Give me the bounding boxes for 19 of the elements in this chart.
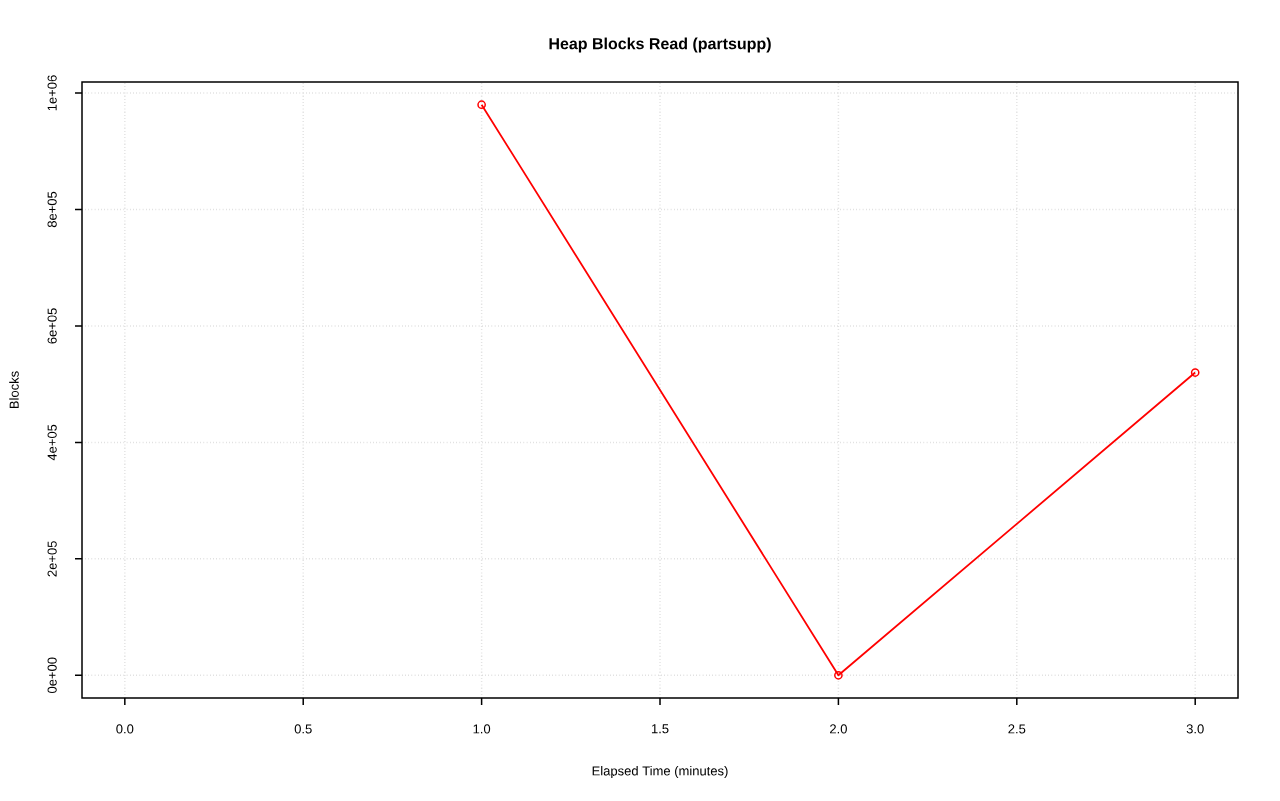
y-tick-label: 0e+00 — [47, 657, 57, 694]
point — [834, 670, 843, 680]
chart-title: Heap Blocks Read (partsupp) — [549, 37, 771, 53]
x-tick-label: 3.0 — [1186, 724, 1204, 734]
y-tick-label: 1e+06 — [47, 75, 57, 111]
y-tick-label: 4e+05 — [47, 424, 57, 461]
x-tick-label: 2.0 — [830, 724, 847, 734]
x-tick-label: 0.5 — [294, 724, 312, 734]
x-tick-label: 1.5 — [651, 724, 669, 734]
x-tick-label: 0.0 — [116, 724, 134, 734]
y-axis-title: Blocks — [9, 371, 19, 409]
y-tick-label: 8e+05 — [47, 191, 57, 228]
x-tick-label: 1.0 — [473, 724, 491, 734]
y-tick-label: 2e+05 — [47, 541, 57, 577]
point — [477, 100, 486, 110]
y-tick-label: 6e+05 — [47, 308, 57, 344]
x-axis-title: Elapsed Time (minutes) — [592, 765, 728, 779]
x-tick-label: 2.5 — [1008, 724, 1026, 734]
point — [1190, 368, 1200, 377]
